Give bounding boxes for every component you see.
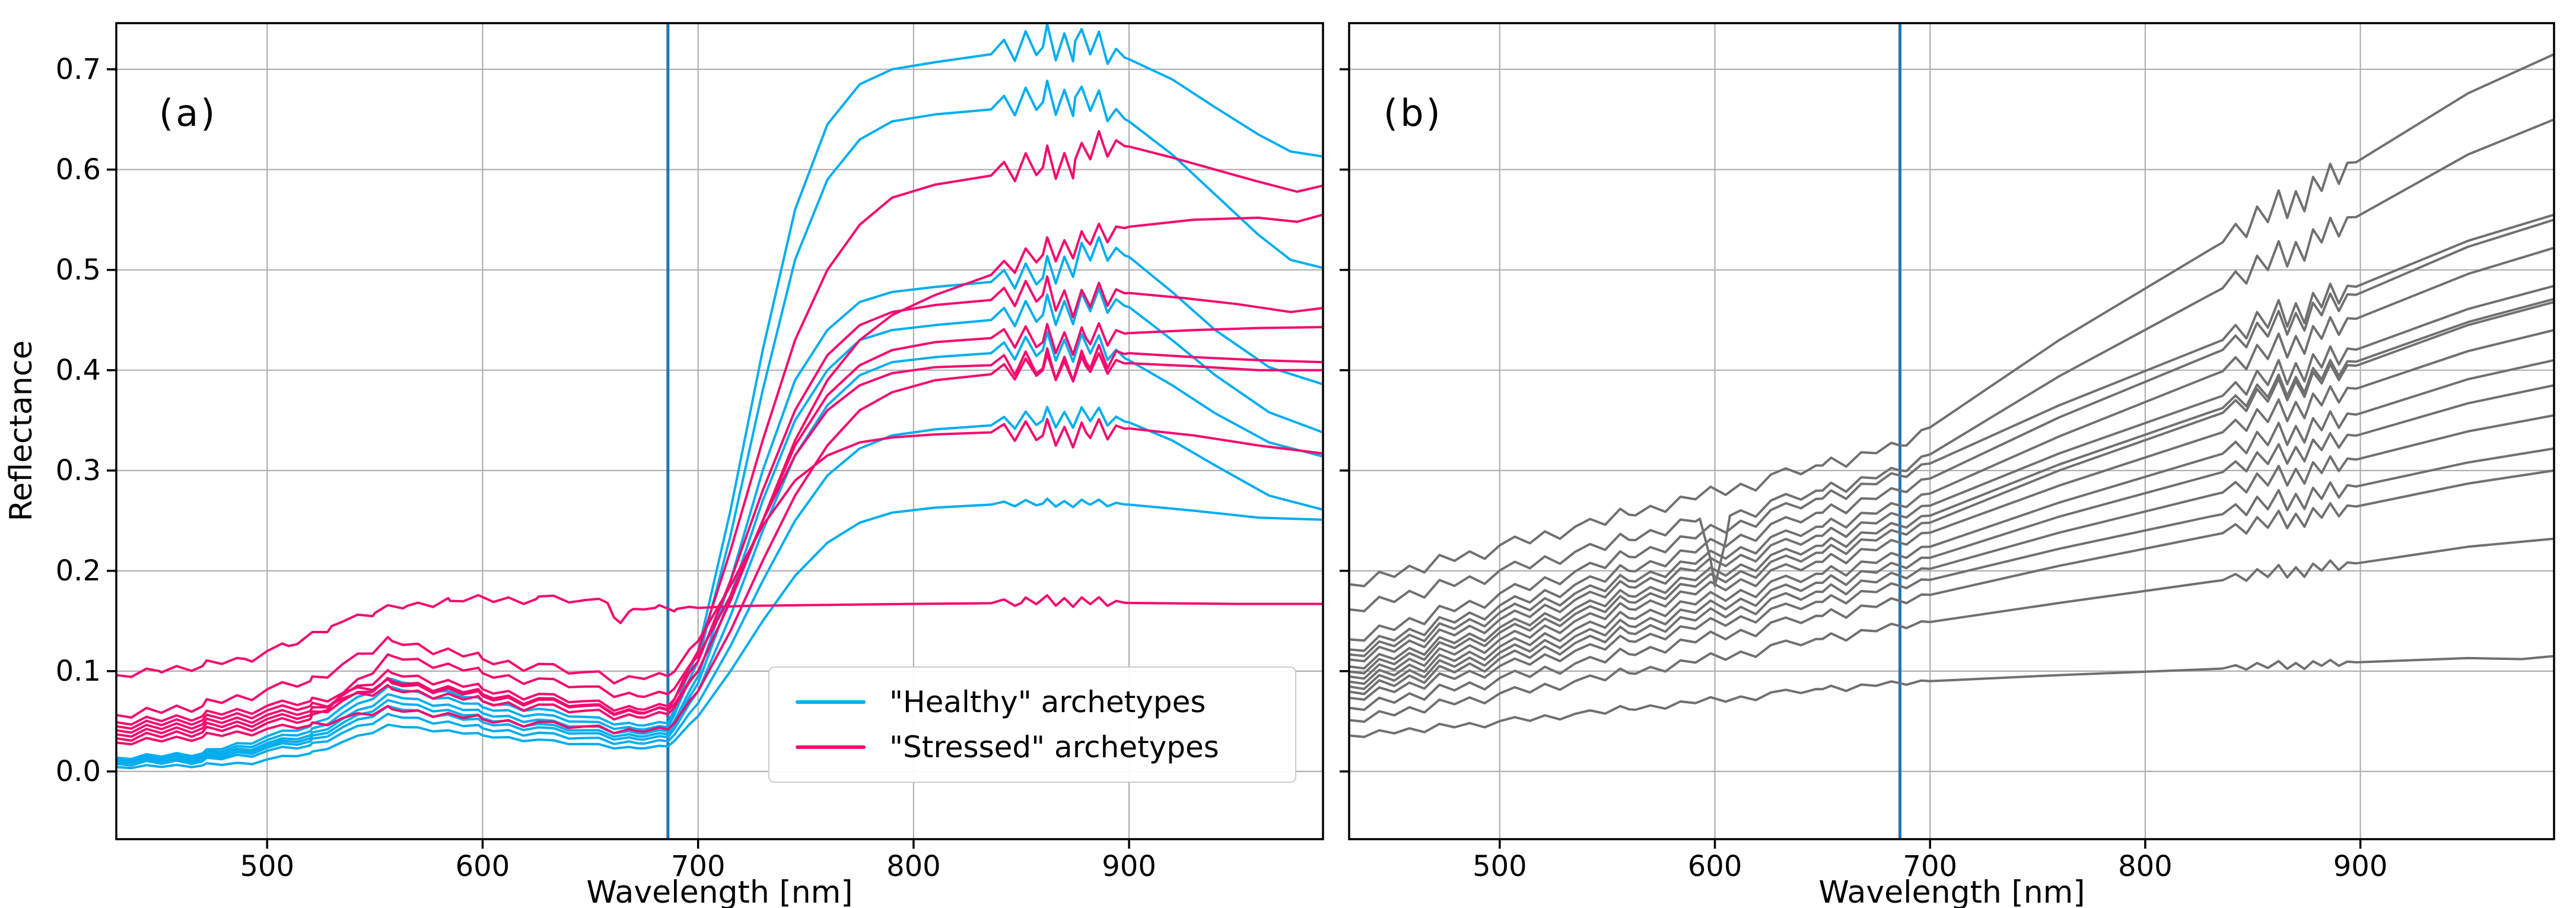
x-tick-label: 800 [886,850,941,883]
healthy-line-swatch [796,700,866,704]
archetype-spectrum-line-gray [1349,384,2554,690]
x-tick-label: 700 [1903,850,1958,883]
y-tick-label: 0.5 [55,253,101,287]
healthy-spectrum-line [116,287,1323,764]
x-tick-label: 600 [1687,850,1742,883]
stressed-spectrum-line [116,352,1323,746]
stressed-line-swatch [796,745,866,749]
archetype-spectrum-line-gray [1349,284,2554,663]
healthy-spectrum-line [116,497,1323,770]
x-tick-label: 900 [2333,850,2388,883]
legend-label-stressed: "Stressed" archetypes [889,730,1219,764]
archetype-spectrum-line-gray [1349,213,2554,642]
stressed-spectrum-line [116,213,1323,730]
x-axis-label-panel-a: Wavelength [nm] [586,875,853,908]
archetype-spectrum-line-gray [1349,300,2554,675]
legend-item-stressed: "Stressed" archetypes [796,732,1295,762]
y-tick-label: 0.1 [55,654,101,688]
axes-spine [115,22,1324,840]
legend-label-healthy: "Healthy" archetypes [889,685,1206,719]
y-tick-label: 0.4 [55,353,101,387]
archetype-spectrum-line-gray [1349,414,2554,696]
archetype-spectrum-line-gray [1349,537,2554,723]
healthy-spectrum-line [116,80,1323,763]
legend: "Healthy" archetypes "Stressed" archetyp… [768,666,1296,783]
y-tick-label: 0.3 [55,453,101,487]
stressed-spectrum-line [116,344,1323,742]
panel-b-chart [1340,22,2555,849]
panel-a-chart [107,22,1324,849]
x-tick-label: 700 [670,850,726,883]
archetype-spectrum-line-gray [1349,447,2554,701]
y-tick-label: 0.6 [55,153,101,186]
healthy-spectrum-line [116,23,1323,760]
stressed-spectrum-line [116,418,1323,719]
archetype-spectrum-line-gray [1349,218,2554,652]
panel-b-letter: (b) [1384,91,1443,135]
healthy-spectrum-line [116,331,1323,766]
x-axis-label-panel-b: Wavelength [nm] [1818,875,2085,908]
x-tick-label: 500 [240,850,295,883]
y-tick-label: 0.0 [55,754,101,788]
panel-a-letter: (a) [159,91,218,135]
axes-spine [1348,22,2555,840]
archetype-spectrum-line-gray [1349,297,2554,670]
y-tick-label: 0.7 [55,52,101,86]
x-tick-label: 900 [1102,850,1156,883]
archetype-spectrum-line-gray [1349,246,2554,658]
stressed-spectrum-line [116,593,1323,678]
x-tick-label: 500 [1473,850,1527,883]
y-tick-label: 0.2 [55,554,101,588]
archetype-spectrum-line-gray [1349,53,2554,588]
archetype-spectrum-line-gray [1349,655,2554,738]
archetype-spectrum-line-gray [1349,118,2554,612]
archetype-spectrum-line-gray [1349,329,2554,680]
x-tick-label: 800 [2118,850,2173,883]
stressed-spectrum-line [116,275,1323,734]
stressed-spectrum-line [116,322,1323,738]
archetype-spectrum-line-gray [1349,469,2554,712]
archetype-spectrum-line-gray [1349,358,2554,685]
legend-item-healthy: "Healthy" archetypes [796,687,1295,717]
x-tick-label: 600 [455,850,510,883]
healthy-spectrum-line [116,405,1323,767]
